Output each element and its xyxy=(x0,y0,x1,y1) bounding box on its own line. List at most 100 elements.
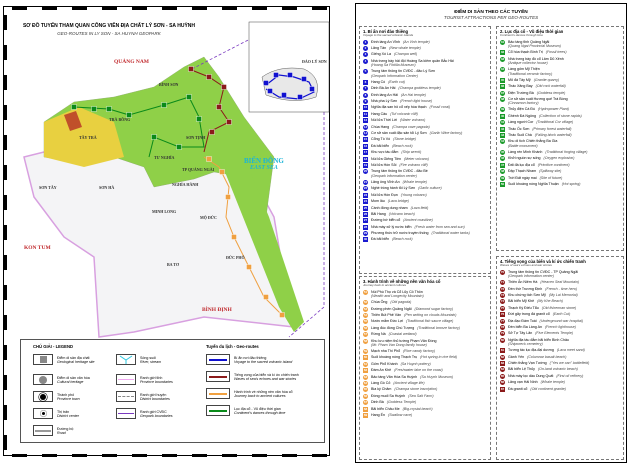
attraction-item[interactable]: 10 Nghĩa địa san hô cổ xếp hóa thạch (Fos… xyxy=(363,105,487,111)
attraction-item[interactable]: 20 Trung tâm thông tin CVĐC - đảo Bé (Geo… xyxy=(363,169,487,178)
attraction-item[interactable]: 86 Lăng vạn Hải Ninh (Whale temple) xyxy=(500,380,620,386)
attraction-item[interactable]: 9 Nhà pha Lý Sơn (French light house) xyxy=(363,99,487,105)
attraction-item[interactable]: 68 Bãi biển Châu Me (Big-crystal beach) xyxy=(363,406,487,412)
attraction-item[interactable]: 87 Đá granit cổ (Old continent granite) xyxy=(500,386,620,392)
attraction-item[interactable]: 19 Núi lửa Hòn Sỏi (Fire volcano cliff) xyxy=(363,163,487,168)
attraction-item[interactable]: 61 Gốm Phổ Khánh (Sa Huynh pottery) xyxy=(363,361,487,367)
attraction-item[interactable]: 33 Nhà trưng bày đồ cổ Lâm Dũ Xênh (Antiq… xyxy=(500,56,620,66)
attraction-item[interactable]: 29 Phương thức trữ nước truyền thống (Tra… xyxy=(363,231,487,237)
attraction-text: Ghềnh Đá Ngông (Collection of stone rapid… xyxy=(508,114,582,119)
attraction-item[interactable]: 70 Trung tâm thông tin CVĐC - TP Quảng N… xyxy=(500,269,620,279)
attraction-text: Mỏ đá Tây Mỹ (Granite quarry) xyxy=(508,78,559,83)
attraction-item[interactable]: 3 Giếng Xó La (Champa well) xyxy=(363,52,487,58)
attraction-item[interactable]: 53 Đường phèn Quảng Ngãi (Diamond sugar f… xyxy=(363,306,487,312)
attraction-item[interactable]: 78 Đèn biển Ba Làng An (French lighthouse… xyxy=(500,324,620,330)
attraction-item[interactable]: 60 Suối khoáng nóng Thạch Trụ (Hot spring… xyxy=(363,355,487,361)
attraction-item[interactable]: 37 Điện Trường Bà (Goddess temple) xyxy=(500,90,620,96)
attraction-item[interactable]: 28 Nhà máy xử lý nước biển (Fresh water f… xyxy=(363,224,487,230)
attraction-item[interactable]: 36 Thác Xăng Bay (Old rock waterfall) xyxy=(500,84,620,90)
attraction-item[interactable]: 43 Thác Suối Chà (Falling block waterfall… xyxy=(500,133,620,139)
attraction-item[interactable]: 14 Cơ sở sản xuất đặc sản tỏi Lý Sơn (Gar… xyxy=(363,131,487,137)
attraction-item[interactable]: 42 Thác Ốc Sơn (Primary forest waterfall) xyxy=(500,126,620,132)
attraction-item[interactable]: 48 Đập Thạch Nham (Spillway site) xyxy=(500,169,620,175)
attraction-item[interactable]: 84 Bãi biển Lệ Thủy (On-land volcanic bea… xyxy=(500,367,620,373)
map-site-marker xyxy=(279,312,285,318)
attraction-item[interactable]: 66 Đồng muối Sa Huỳnh (Sea Salt Farm) xyxy=(363,393,487,399)
attraction-item[interactable]: 5 Trung tâm thông tin CVĐC - đảo Lý Sơn(… xyxy=(363,69,487,78)
attraction-item[interactable]: 34 Làng gốm Mỹ Thiện (Traditional ceramic… xyxy=(500,67,620,76)
attraction-item[interactable]: 81 Tương tác lục địa-đại dương (Lava meet… xyxy=(500,348,620,354)
attraction-item[interactable]: 45 Làng rèn Minh Khánh (Traditional forgi… xyxy=(500,150,620,155)
attraction-item[interactable]: 75 Thạch Kỳ Điếu Tẩu (Old fisherman stone… xyxy=(500,305,620,311)
attraction-name-en: (Goddess Temple) xyxy=(386,400,417,405)
attraction-item[interactable]: 47 Đất đá lục địa cổ (Primitive continent… xyxy=(500,162,620,168)
attraction-item[interactable]: 49 Trời Đất ngày mai (Site of future) xyxy=(500,175,620,181)
attraction-item[interactable]: 16 Đá bãi biển (Beach rock) xyxy=(363,143,487,149)
attraction-item[interactable]: 18 Núi lửa Giếng Tiền (Meter volcano) xyxy=(363,156,487,162)
attraction-item[interactable]: 6 Hang Cò (Earth cut) xyxy=(363,79,487,85)
attraction-item[interactable]: 69 Hang Én (Swallow cave) xyxy=(363,413,487,418)
attraction-item[interactable]: 23 Núi lửa Hòn Đụn (Young volcano) xyxy=(363,192,487,198)
attraction-item[interactable]: 54 Thiên Bút Phê Vân (Pen writing on clou… xyxy=(363,312,487,318)
attraction-item[interactable]: 83 Chiến thắng Vạn Tường ("Yes we can" ba… xyxy=(500,361,620,367)
attraction-text: Trời Đất ngày mai (Site of future) xyxy=(508,176,562,181)
attraction-item[interactable]: 7 Dinh Bà An Hải (Champa goddess temple) xyxy=(363,86,487,92)
attraction-item[interactable]: 8 Đình làng An Hải (An Hai temple) xyxy=(363,92,487,98)
geological-site-marker-icon: 81 xyxy=(500,348,505,354)
attraction-item[interactable]: 65 Bia ký Chăm (Champa stone inscription) xyxy=(363,387,487,393)
attraction-name-en: (Mr. Pham Van Dong family house) xyxy=(371,343,427,348)
attraction-item[interactable]: 11 Hang Câu (Tuf volcanic cliff) xyxy=(363,111,487,117)
attraction-item[interactable]: 35 Mỏ đá Tây Mỹ (Granite quarry) xyxy=(500,77,620,83)
attraction-name: Ghềnh Đá Ngông xyxy=(508,113,536,118)
frame-tick xyxy=(162,454,177,457)
attraction-item[interactable]: 46 Khởi nguồn sự sống (Oxygen explosion) xyxy=(500,156,620,162)
attraction-item[interactable]: 67 Dinh Bà (Goddess Temple) xyxy=(363,400,487,406)
attraction-item[interactable]: 63 Bảo tàng Văn Hóa Sa Huỳnh (Sa Huynh Mu… xyxy=(363,374,487,380)
attraction-item[interactable]: 31 Bảo tàng tỉnh Quảng Ngãi (Quang Ngai P… xyxy=(500,39,620,49)
attraction-item[interactable]: 44 Khu di tích Chiến thắng Ba Gia (Battle… xyxy=(500,139,620,148)
attraction-item[interactable]: 41 Làng người Cor (Traditional Cor villag… xyxy=(500,120,620,126)
attraction-item[interactable]: 72 Đền thờ Trương Định (French - time her… xyxy=(500,286,620,292)
attraction-item[interactable]: 57 Rừng Nà (Coastal wetland) xyxy=(363,332,487,338)
attraction-item[interactable]: 51 Núi Phú Thọ và Cổ Lũy Cô Thôn (Wealth … xyxy=(363,289,487,299)
attraction-item[interactable]: 76 Đứt gãy trong đá granit cổ (Earth Cut) xyxy=(500,312,620,318)
attraction-item[interactable]: 73 Khu chứng tích Sơn Mỹ (My Lai Memorial… xyxy=(500,292,620,298)
attraction-item[interactable]: 12 Núi lửa Thới Lới (Water volcano) xyxy=(363,118,487,124)
attraction-item[interactable]: 24 Mom lâu (Lava bridge) xyxy=(363,199,487,205)
attraction-item[interactable]: 27 Đường bờ biển cổ (Ancient coastline) xyxy=(363,218,487,224)
attraction-item[interactable]: 77 Địa đạo Đám Toái (Underground war hosp… xyxy=(500,318,620,324)
attraction-item[interactable]: 26 Bãi Hang (Volcano beach) xyxy=(363,211,487,217)
attraction-item[interactable]: 58 Khu lưu niệm thủ tướng Phạm Văn Đồng(… xyxy=(363,338,487,348)
attraction-item[interactable]: 50 Suối khoáng nóng Nghĩa Thuận (Hot spri… xyxy=(500,181,620,187)
geological-site-marker-icon: 6 xyxy=(363,79,368,85)
attraction-item[interactable]: 13 Chùa Hang (Champa cave pagoda) xyxy=(363,124,487,130)
attraction-item[interactable]: 21 Lăng ông Vĩnh An (Whale temple) xyxy=(363,179,487,185)
attraction-item[interactable]: 1 Đình làng An Vĩnh (An Vinh temple) xyxy=(363,39,487,45)
attraction-item[interactable]: 15 Cổng Tò Vò (Stone bridge) xyxy=(363,137,487,143)
attraction-item[interactable]: 80 Nghĩa địa tàu đắm bãi biển Bình Châu(… xyxy=(500,337,620,347)
attraction-item[interactable]: 30 Đá bãi biển (Beach rock) xyxy=(363,237,487,243)
attraction-item[interactable]: 64 Làng Gò Cỏ (Ancient village life) xyxy=(363,381,487,387)
attraction-item[interactable]: 25 Cánh đồng dung nham (Lava field) xyxy=(363,205,487,211)
attraction-item[interactable]: 55 Nước mắm Đức Lợi (Traditional fish sau… xyxy=(363,319,487,325)
attraction-item[interactable]: 2 Lăng Tân (New whale temple) xyxy=(363,45,487,51)
attraction-item[interactable]: 39 Thủy điện Cà Đú (Hydropower Plant) xyxy=(500,107,620,113)
attraction-item[interactable]: 71 Thiên Ấn Niêm Hà (Heaven Seal Mountain… xyxy=(500,280,620,286)
attraction-item[interactable]: 17 Khu vực tàu đắm (Ship wreck) xyxy=(363,150,487,156)
attraction-name: Đình làng An Hải xyxy=(371,92,398,97)
attraction-item[interactable]: 40 Ghềnh Đá Ngông (Collection of stone ra… xyxy=(500,113,620,119)
attraction-item[interactable]: 79 Sở Tự Tây Lăn (Five Elements Temple) xyxy=(500,331,620,337)
attraction-item[interactable]: 4 Nhà trưng bày hải đội Hoàng Sa kiêm qu… xyxy=(363,58,487,68)
cultural-site-marker-icon: 58 xyxy=(363,338,368,344)
attraction-item[interactable]: 85 Nhà máy lọc dầu Dung Quất (First oil r… xyxy=(500,373,620,379)
attraction-item[interactable]: 59 Mạch nha Thi Phổ (Rice candy factory) xyxy=(363,349,487,355)
attraction-item[interactable]: 56 Làng đúc đồng Chú Tượng (Traditional b… xyxy=(363,325,487,331)
attraction-item[interactable]: 82 Gành Yến (Columnar basalt beach) xyxy=(500,354,620,360)
attraction-item[interactable]: 52 Chùa Ông (Old pagoda) xyxy=(363,300,487,306)
attraction-item[interactable]: 74 Bãi biển Mỹ Khê (My Khe Beach) xyxy=(500,299,620,305)
frame-tick xyxy=(4,75,7,90)
attraction-item[interactable]: 22 Nghề trồng hành tỏi Lý Sơn (Garlic cul… xyxy=(363,186,487,192)
attraction-item[interactable]: 62 Đầm An Khê (Freshwater lake on the coa… xyxy=(363,368,487,374)
attraction-item[interactable]: 32 Cổ hóa thạch Bình Trị (Fossil trees) xyxy=(500,50,620,56)
attraction-item[interactable]: 38 Cơ sở sản xuất Hương quế Trà Bồng (Cin… xyxy=(500,96,620,106)
